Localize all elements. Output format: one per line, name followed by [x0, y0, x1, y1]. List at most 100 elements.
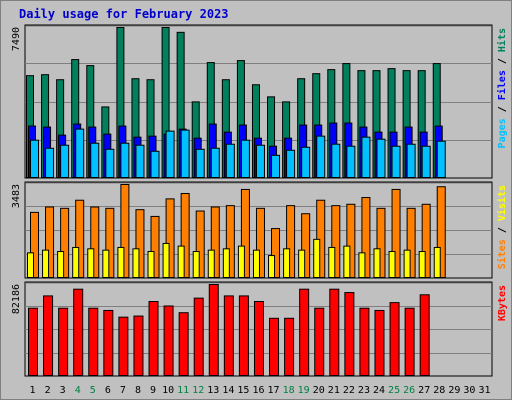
- visits-bar: [313, 238, 321, 278]
- visits-bar: [268, 255, 276, 279]
- x-tick-label: 1: [30, 385, 36, 396]
- sites-bar: [286, 205, 296, 279]
- pages-bar: [135, 144, 145, 178]
- kbytes-bar: [43, 295, 54, 377]
- pages-bar: [376, 138, 386, 178]
- visits-bar: [117, 246, 125, 278]
- x-tick-label: 9: [150, 385, 156, 396]
- kbytes-bar: [238, 295, 249, 377]
- kbytes-bar: [88, 307, 99, 376]
- kbytes-bar: [103, 309, 114, 376]
- visits-bar: [237, 245, 245, 278]
- pages-bar: [195, 148, 205, 178]
- kbytes-bar: [284, 317, 295, 376]
- sites-bar: [135, 209, 145, 279]
- pages-bar: [105, 148, 115, 178]
- x-tick-label: 29: [448, 385, 460, 396]
- visits-bar: [72, 246, 80, 278]
- pages-bar: [316, 135, 326, 179]
- x-tick-label: 15: [237, 385, 249, 396]
- kbytes-bar: [223, 295, 234, 377]
- kbytes-bar: [28, 307, 38, 376]
- sites-bar: [346, 203, 356, 278]
- sites-bar: [150, 215, 160, 279]
- pages-bar: [60, 144, 70, 178]
- pages-bar: [255, 144, 265, 178]
- x-tick-label: 5: [90, 385, 96, 396]
- kbytes-bar: [73, 288, 84, 376]
- sites-bar: [75, 199, 85, 278]
- x-tick-label: 16: [252, 385, 264, 396]
- legend-panel-1: Pages / Files / Hits: [496, 28, 508, 148]
- panel-2-ymax-label: 3483: [11, 184, 22, 208]
- visits-bar: [418, 251, 426, 278]
- x-tick-label: 20: [313, 385, 325, 396]
- legend-panel-3: KBytes: [497, 285, 508, 321]
- visits-bar: [42, 249, 50, 278]
- sites-bar: [391, 188, 401, 278]
- pages-bar: [346, 145, 356, 178]
- kbytes-bar: [163, 305, 174, 377]
- visits-bar: [207, 249, 215, 278]
- x-tick-label: 14: [222, 385, 234, 396]
- pages-bar: [30, 139, 39, 178]
- x-tick-label: 2: [45, 385, 51, 396]
- visits-bar: [358, 252, 366, 278]
- visits-bar: [373, 248, 381, 278]
- kbytes-bar: [344, 292, 355, 376]
- pages-bar: [210, 147, 220, 178]
- pages-bar: [421, 145, 431, 178]
- kbytes-bar: [404, 307, 415, 376]
- kbytes-bar: [269, 317, 280, 376]
- sites-bar: [90, 206, 100, 279]
- pages-bar: [180, 129, 190, 179]
- legend-separator: /: [497, 52, 508, 70]
- pages-bar: [90, 142, 100, 178]
- sites-bar: [421, 203, 431, 278]
- sites-bar: [60, 207, 70, 279]
- pages-bar: [271, 154, 281, 178]
- visits-bar: [162, 242, 170, 278]
- visits-bar: [27, 252, 34, 278]
- x-tick-label: 4: [75, 385, 81, 396]
- x-tick-label: 19: [298, 385, 310, 396]
- x-tick-label: 27: [418, 385, 430, 396]
- kbytes-bar: [58, 307, 69, 376]
- kbytes-bar: [419, 294, 430, 377]
- visits-bar: [252, 249, 260, 278]
- sites-bar: [165, 198, 175, 278]
- kbytes-bar: [118, 316, 129, 377]
- x-tick-label: 18: [283, 385, 295, 396]
- sites-bar: [210, 206, 220, 279]
- visits-bar: [102, 249, 110, 278]
- x-tick-label: 3: [60, 385, 66, 396]
- x-tick-label: 22: [343, 385, 355, 396]
- x-tick-label: 28: [433, 385, 445, 396]
- visits-bar: [147, 251, 155, 278]
- pages-bar: [240, 139, 250, 178]
- legend-separator: /: [497, 100, 508, 118]
- pages-bar: [165, 130, 175, 179]
- sites-bar: [301, 213, 311, 279]
- kbytes-bar: [329, 288, 340, 376]
- x-tick-label: 23: [358, 385, 370, 396]
- sites-bar: [45, 206, 55, 279]
- legend-item-pages: Pages: [497, 118, 508, 148]
- sites-bar: [240, 188, 250, 278]
- sites-bar: [225, 205, 235, 279]
- pages-bar: [225, 143, 235, 178]
- chart-title: Daily usage for February 2023: [19, 7, 229, 21]
- visits-bar: [177, 245, 185, 278]
- x-tick-label: 11: [177, 385, 189, 396]
- sites-bar: [30, 211, 39, 279]
- visits-bar: [388, 251, 396, 278]
- kbytes-bar: [193, 297, 204, 376]
- panel-3-ymax-label: 82186: [11, 284, 22, 314]
- pages-bar: [331, 143, 341, 178]
- pages-bar: [361, 136, 371, 178]
- sites-bar: [255, 207, 265, 279]
- pages-bar: [286, 149, 296, 178]
- pages-bar: [45, 147, 55, 178]
- x-tick-label: 17: [268, 385, 280, 396]
- kbytes-bar: [374, 309, 385, 376]
